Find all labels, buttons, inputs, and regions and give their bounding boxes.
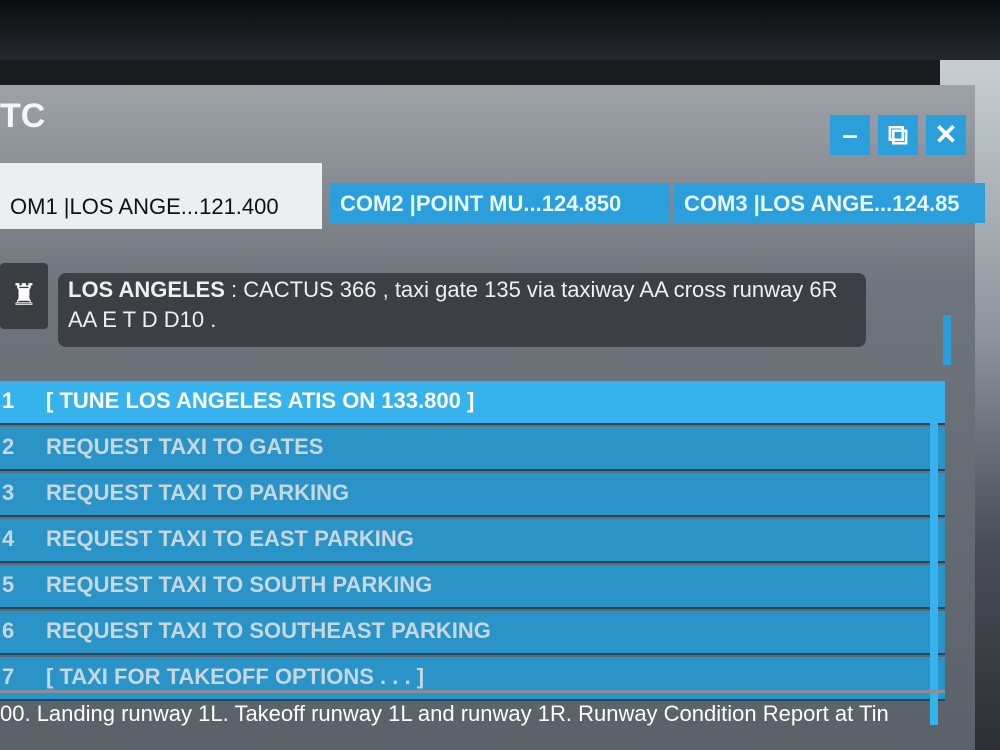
message-speaker: LOS ANGELES: [68, 277, 225, 302]
message-scrollbar[interactable]: [943, 315, 951, 365]
option-number: 3: [2, 480, 15, 505]
tab-com2[interactable]: COM2 |POINT MU...124.850: [330, 183, 670, 223]
option-label: [ TAXI FOR TAKEOFF OPTIONS . . . ]: [46, 664, 425, 689]
tab-com1[interactable]: OM1 |LOS ANGE...121.400: [0, 163, 322, 229]
option-number: 7: [2, 664, 15, 689]
message-text: : CACTUS 366 , taxi gate 135 via taxiway…: [68, 277, 838, 332]
atis-ticker: 00. Landing runway 1L. Takeoff runway 1L…: [0, 690, 945, 735]
option-label: REQUEST TAXI TO SOUTH PARKING: [46, 572, 433, 597]
option-1[interactable]: 1 [ TUNE LOS ANGELES ATIS ON 133.800 ]: [0, 381, 945, 425]
option-label: [ TUNE LOS ANGELES ATIS ON 133.800 ]: [46, 388, 475, 413]
tab-com3[interactable]: COM3 |LOS ANGE...124.85: [674, 183, 985, 223]
option-4[interactable]: 4 REQUEST TAXI TO EAST PARKING: [0, 519, 945, 563]
minimize-button[interactable]: –: [830, 115, 870, 155]
option-label: REQUEST TAXI TO EAST PARKING: [46, 526, 414, 551]
option-number: 2: [2, 434, 15, 459]
option-number: 4: [2, 526, 15, 551]
control-tower-icon: ♜: [0, 263, 48, 329]
options-scrollbar[interactable]: [930, 385, 938, 725]
close-button[interactable]: ✕: [926, 115, 966, 155]
popout-button[interactable]: ⧉: [878, 115, 918, 155]
monitor-bezel: [0, 0, 1000, 60]
option-5[interactable]: 5 REQUEST TAXI TO SOUTH PARKING: [0, 565, 945, 609]
option-number: 1: [2, 388, 15, 413]
option-label: REQUEST TAXI TO PARKING: [46, 480, 350, 505]
atc-message: LOS ANGELES : CACTUS 366 , taxi gate 135…: [58, 273, 866, 347]
atc-window: TC – ⧉ ✕ OM1 |LOS ANGE...121.400 COM2 |P…: [0, 85, 985, 750]
option-label: REQUEST TAXI TO SOUTHEAST PARKING: [46, 618, 491, 643]
option-number: 5: [2, 572, 15, 597]
option-6[interactable]: 6 REQUEST TAXI TO SOUTHEAST PARKING: [0, 611, 945, 655]
atc-options-list: 1 [ TUNE LOS ANGELES ATIS ON 133.800 ] 2 R…: [0, 381, 945, 703]
option-7[interactable]: 7 [ TAXI FOR TAKEOFF OPTIONS . . . ]: [0, 657, 945, 701]
window-title: TC: [0, 97, 46, 135]
option-3[interactable]: 3 REQUEST TAXI TO PARKING: [0, 473, 945, 517]
option-2[interactable]: 2 REQUEST TAXI TO GATES: [0, 427, 945, 471]
option-number: 6: [2, 618, 15, 643]
option-label: REQUEST TAXI TO GATES: [46, 434, 324, 459]
com-tabs: OM1 |LOS ANGE...121.400 COM2 |POINT MU..…: [0, 163, 985, 229]
